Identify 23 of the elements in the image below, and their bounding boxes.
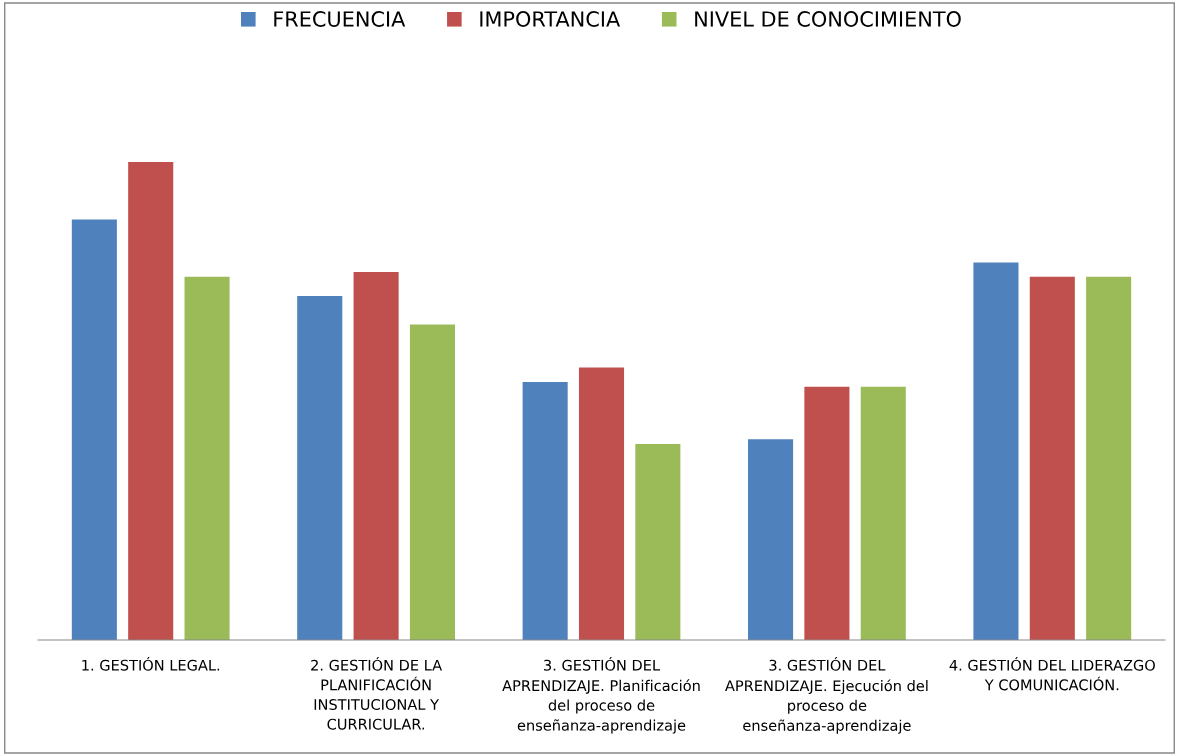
bar	[973, 262, 1019, 640]
bar	[184, 276, 230, 640]
bar	[1086, 276, 1132, 640]
bar	[128, 162, 174, 640]
x-tick-label: 3. GESTIÓN DEL APRENDIZAJE. Ejecución del proceso de enseñanza-aprendizaje	[725, 657, 928, 734]
bar	[860, 386, 906, 640]
bar	[635, 444, 681, 640]
bar	[71, 219, 117, 640]
x-tick-label: 2. GESTIÓN DE LA PLANIFICACIÓN INSTITUCIONAL Y CURRICULAR.	[311, 657, 443, 730]
bar	[522, 381, 568, 640]
x-tick-label: 4. GESTIÓN DEL LIDERAZGO Y COMUNICACIÓN.	[949, 657, 1155, 691]
bar	[409, 324, 455, 640]
legend-label: IMPORTANCIA	[480, 11, 621, 27]
legend-label: NIVEL DE CONOCIMIENTO	[695, 11, 961, 27]
bar	[804, 386, 850, 640]
bar	[297, 295, 343, 640]
x-tick-label: 3. GESTIÓN DEL APRENDIZAJE. Planificación del proceso de enseñanza-aprendizaje	[502, 657, 700, 734]
bar	[353, 272, 399, 640]
legend-label: FRECUENCIA	[274, 11, 406, 27]
bar	[748, 439, 794, 640]
x-tick-label: 1. GESTIÓN LEGAL.	[82, 657, 220, 671]
bar	[1029, 276, 1075, 640]
bar	[578, 367, 625, 640]
